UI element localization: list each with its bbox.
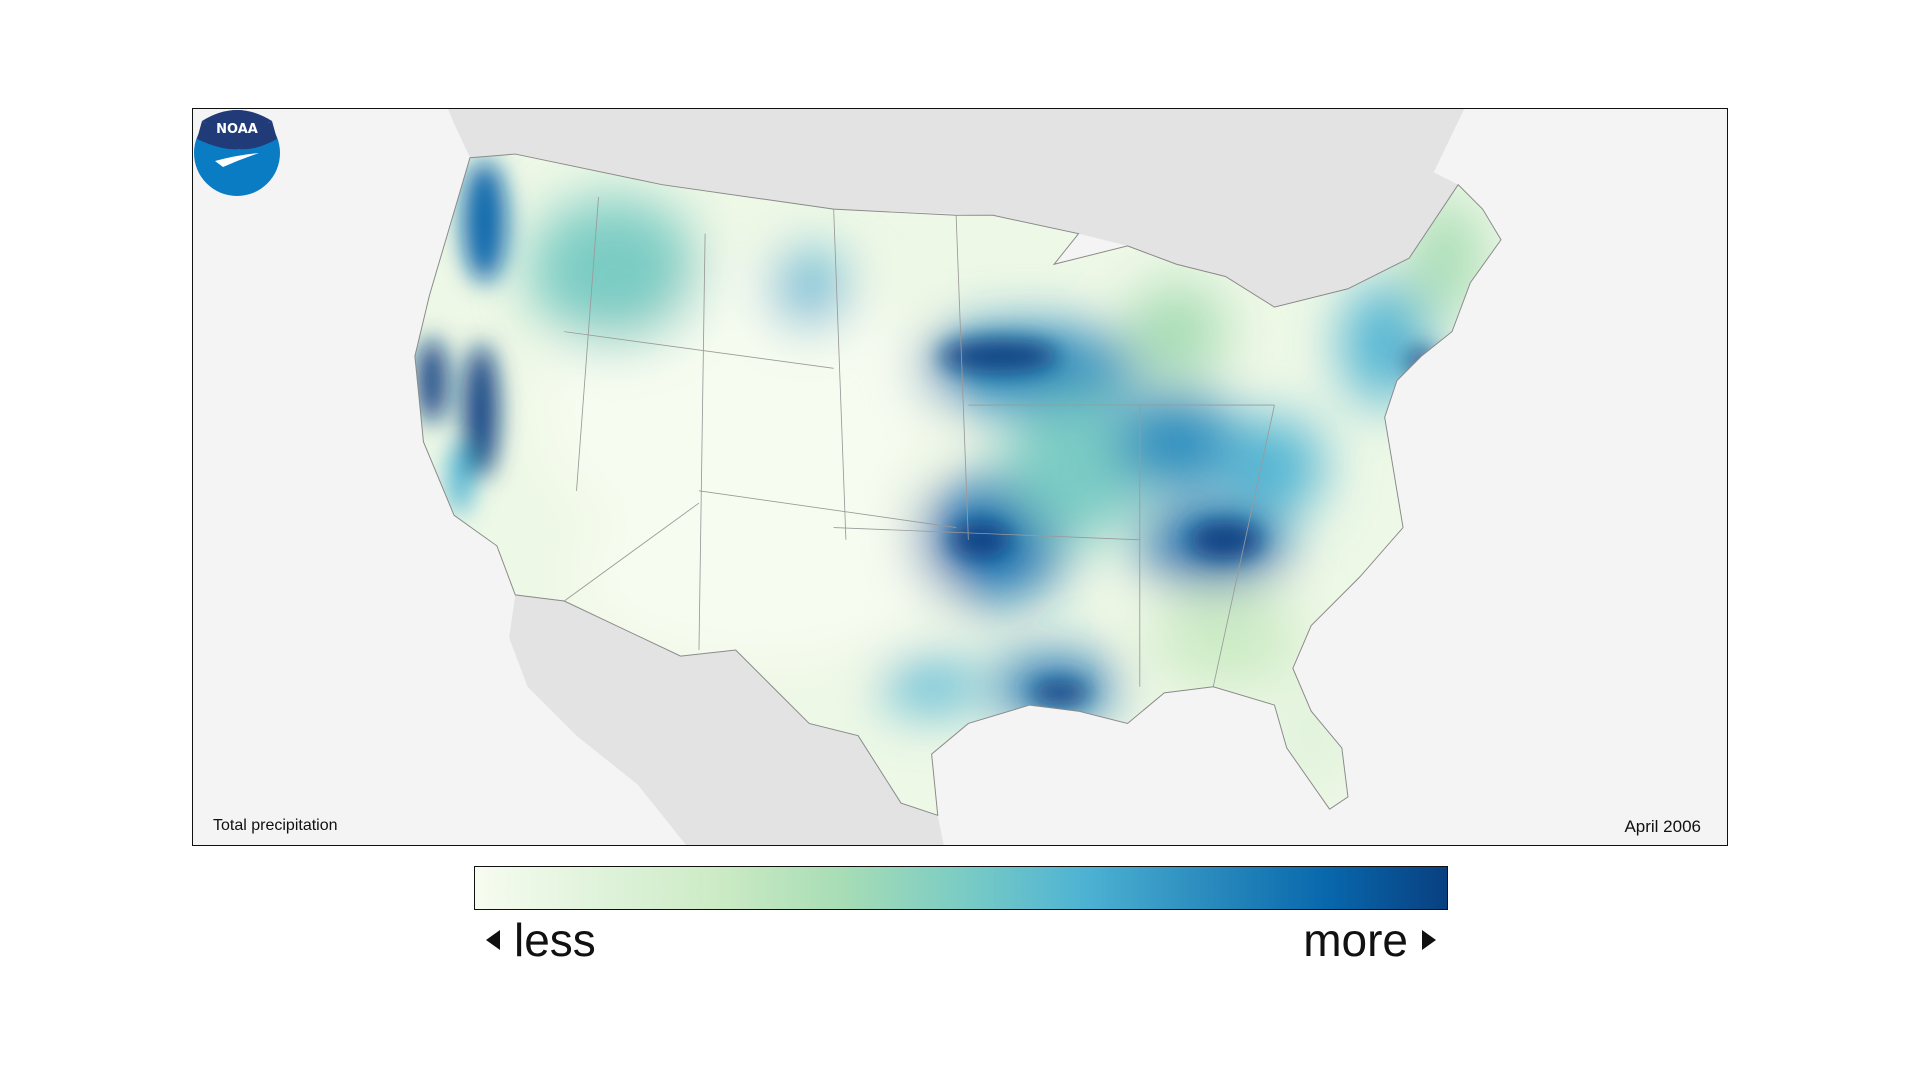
map-title: Total precipitation: [213, 817, 338, 834]
more-label: more: [1303, 914, 1408, 966]
less-label: less: [514, 914, 596, 966]
noaa-logo-text: NOAA: [216, 122, 258, 137]
noaa-logo: NOAA: [194, 110, 280, 196]
precipitation-map: NOAA Total precipitation April 2006: [192, 108, 1728, 846]
state-boundaries: [564, 196, 1275, 687]
arrow-left-icon: [486, 929, 500, 950]
map-date: April 2006: [1624, 817, 1701, 836]
mexico-landmass: [509, 594, 944, 845]
conus-outline: [414, 153, 1502, 816]
legend-more: more: [1303, 910, 1436, 970]
arrow-right-icon: [1422, 929, 1436, 950]
precipitation-colorbar: [474, 866, 1448, 910]
map-canvas: [414, 109, 1502, 845]
canada-landmass: [448, 109, 1502, 308]
legend-less: less: [486, 910, 596, 970]
